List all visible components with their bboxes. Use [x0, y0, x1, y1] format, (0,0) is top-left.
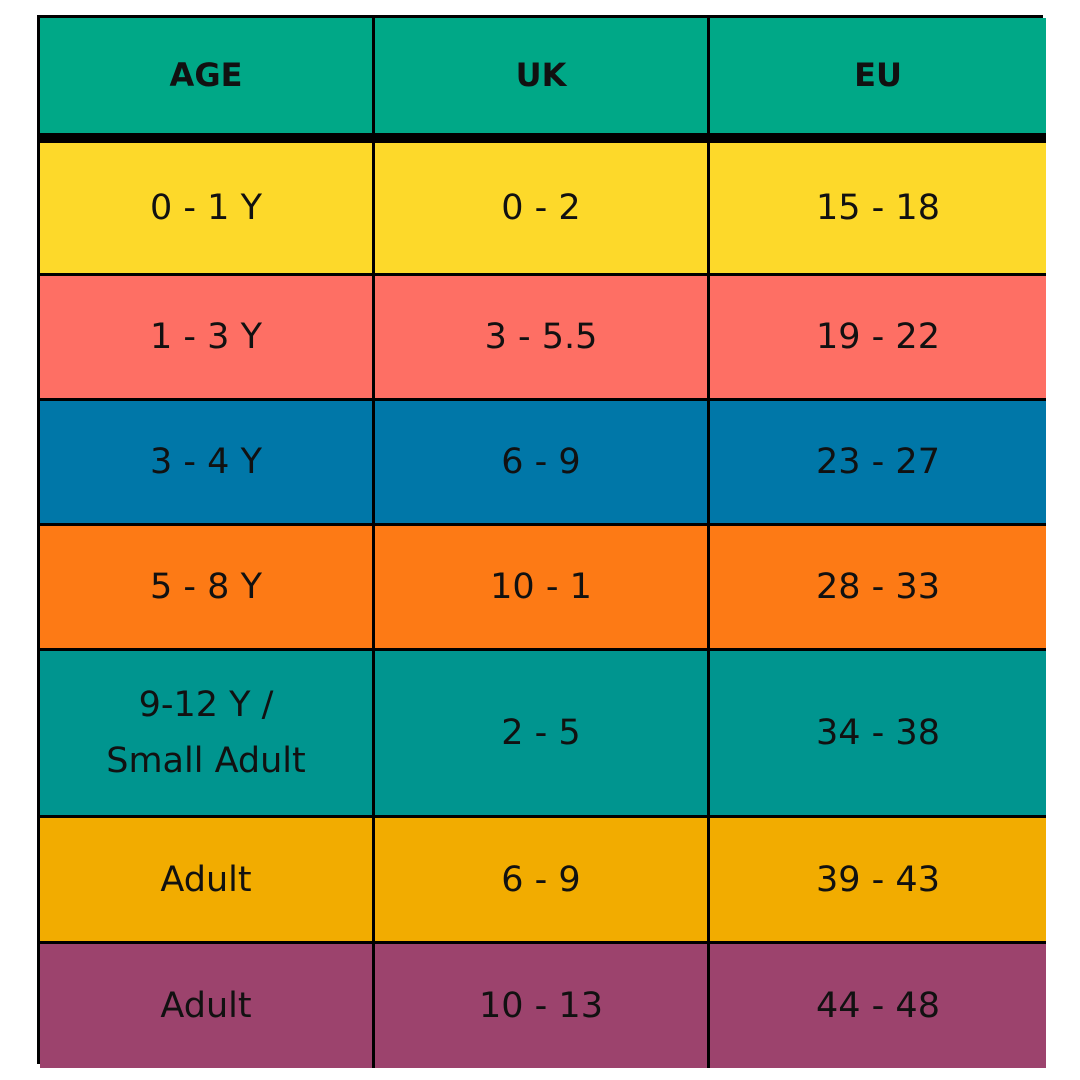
header-cell: EU — [710, 18, 1046, 143]
table-cell: Adult — [40, 944, 375, 1068]
table-cell: 2 - 5 — [375, 651, 710, 818]
table-cell: 1 - 3 Y — [40, 276, 375, 401]
table-cell: 15 - 18 — [710, 143, 1046, 276]
table-cell: 5 - 8 Y — [40, 526, 375, 651]
table-cell: 6 - 9 — [375, 818, 710, 944]
table-cell: 0 - 2 — [375, 143, 710, 276]
table-cell: 10 - 13 — [375, 944, 710, 1068]
header-cell: UK — [375, 18, 710, 143]
table-cell: 0 - 1 Y — [40, 143, 375, 276]
table-cell: 9-12 Y / Small Adult — [40, 651, 375, 818]
table-cell: 23 - 27 — [710, 401, 1046, 526]
table-cell: 3 - 4 Y — [40, 401, 375, 526]
table-cell: 6 - 9 — [375, 401, 710, 526]
table-cell: 10 - 1 — [375, 526, 710, 651]
table-cell: 39 - 43 — [710, 818, 1046, 944]
table-cell: 44 - 48 — [710, 944, 1046, 1068]
table-cell: 28 - 33 — [710, 526, 1046, 651]
table-cell: 3 - 5.5 — [375, 276, 710, 401]
table-cell: Adult — [40, 818, 375, 944]
table-cell: 34 - 38 — [710, 651, 1046, 818]
table-cell: 19 - 22 — [710, 276, 1046, 401]
header-cell: AGE — [40, 18, 375, 143]
